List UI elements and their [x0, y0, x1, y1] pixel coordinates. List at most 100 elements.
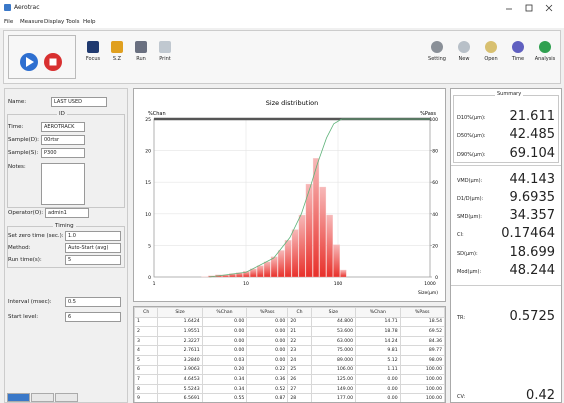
- panel-tab[interactable]: [55, 393, 78, 402]
- histogram-bar: [298, 214, 306, 278]
- field-input[interactable]: 1.0: [65, 231, 121, 241]
- menu-item[interactable]: Measure: [20, 19, 44, 25]
- table-cell: 14.24: [355, 335, 401, 347]
- table-cell: 6: [134, 364, 159, 376]
- table-cell: 106.00: [310, 364, 357, 376]
- summary-label: CI:: [457, 232, 464, 238]
- table-cell: 1.11: [355, 364, 401, 376]
- field-input[interactable]: 0.5: [65, 297, 121, 307]
- table-cell: 1.6424: [157, 316, 203, 328]
- summary-label: TR:: [457, 315, 466, 321]
- field-input[interactable]: AEROTRACK: [41, 122, 85, 132]
- run-buttons: [20, 53, 62, 71]
- histogram-bar: [256, 265, 264, 278]
- table-cell: 5: [134, 354, 159, 366]
- summary-label: D50%(µm):: [457, 133, 486, 139]
- run-controls: [8, 35, 76, 79]
- y2-tick-label: 0: [435, 275, 438, 281]
- table-cell: 25: [287, 364, 312, 376]
- menu-item[interactable]: Display: [44, 19, 65, 25]
- histogram-bar: [236, 272, 243, 278]
- summary-value: 42.485: [509, 127, 556, 142]
- y2-tick-label: 100: [429, 117, 438, 123]
- toolbar-icon: [135, 41, 147, 53]
- toolbar-button[interactable]: Focus: [80, 41, 106, 62]
- table-row: 5 3.2840 0.03 0.00 24 89.000 5.12 98.09: [134, 354, 445, 366]
- table-cell: 0.00: [201, 326, 248, 337]
- notes-input[interactable]: [41, 163, 85, 205]
- field-input[interactable]: 6: [65, 312, 121, 322]
- summary-value: 0.5725: [509, 309, 556, 324]
- toolbar-button[interactable]: Setting: [424, 41, 450, 62]
- field-input[interactable]: admin1: [45, 208, 89, 218]
- menu-item[interactable]: Tools: [66, 19, 80, 25]
- summary-label: CV:: [457, 394, 466, 400]
- summary-value: 0.42: [526, 388, 555, 403]
- field-label: Interval (msec):: [8, 299, 52, 305]
- histogram-bar: [305, 183, 313, 278]
- summary-value: 18.699: [509, 245, 556, 260]
- toolbar-button[interactable]: Analysis: [532, 41, 558, 62]
- table-cell: 0.52: [246, 383, 289, 395]
- table-cell: 98.09: [399, 354, 445, 366]
- table-cell: 21: [287, 326, 312, 337]
- toolbar-button[interactable]: Open: [478, 41, 504, 62]
- column-header: Size: [310, 307, 357, 318]
- toolbar-button[interactable]: Time: [505, 41, 531, 62]
- panel-tab[interactable]: [31, 393, 54, 402]
- toolbar-label: Run: [136, 56, 146, 62]
- x-tick-label: 100: [334, 281, 343, 287]
- table-cell: 8: [134, 383, 159, 395]
- title-bar: Aerotrac: [0, 0, 564, 17]
- summary-label: D10%(µm):: [457, 115, 486, 121]
- table-cell: 4.6453: [157, 374, 203, 385]
- table-cell: 44.800: [310, 316, 357, 328]
- toolbar-icon: [111, 41, 123, 53]
- table-cell: 5.5243: [157, 383, 203, 395]
- toolbar-label: New: [458, 56, 470, 62]
- table-row: 7 4.6453 0.34 0.36 26 125.00 0.00 100.00: [134, 374, 445, 385]
- group-title: ID: [57, 111, 67, 117]
- summary-value: 69.104: [509, 146, 556, 161]
- field-label: Set zero time (sec.):: [8, 233, 64, 239]
- table-cell: 22: [287, 335, 312, 347]
- column-header: Ch: [287, 307, 312, 318]
- table-cell: 63.000: [310, 335, 357, 347]
- toolbar-icon: [539, 41, 551, 53]
- table-cell: 75.000: [310, 345, 357, 356]
- summary-value: 9.6935: [509, 190, 556, 205]
- window-controls[interactable]: [500, 0, 564, 17]
- table-cell: 84.36: [399, 335, 445, 347]
- y-tick-label: 25: [145, 117, 151, 123]
- summary-label: D90%(µm):: [457, 152, 486, 158]
- field-input[interactable]: LAST USED: [51, 97, 107, 107]
- table-cell: 0.00: [246, 335, 289, 347]
- toolbar-button[interactable]: Run: [128, 41, 154, 62]
- menu-item[interactable]: Help: [83, 19, 96, 25]
- toolbar-label: Open: [484, 56, 498, 62]
- table-cell: 0.00: [355, 393, 401, 402]
- table-cell: 2: [134, 326, 159, 337]
- data-table: Ch Size %Chan %Pass Ch Size %Chan %Pass 1 1.6424 0…: [134, 307, 445, 402]
- table-cell: 0.00: [246, 316, 289, 328]
- toolbar-button[interactable]: New: [451, 41, 477, 62]
- menu-item[interactable]: File: [4, 19, 14, 25]
- panel-tab[interactable]: [7, 393, 30, 402]
- column-header: %Chan: [355, 307, 401, 318]
- field-input[interactable]: P300: [41, 148, 85, 158]
- table-cell: 89.77: [399, 345, 445, 356]
- field-input[interactable]: 5: [65, 255, 121, 265]
- close[interactable]: [545, 4, 553, 12]
- field-input[interactable]: 00rtsr: [41, 135, 85, 145]
- field-input[interactable]: Auto-Start (avg): [65, 243, 121, 253]
- field-label: Sample(S):: [8, 150, 39, 156]
- table-cell: 9: [134, 393, 159, 402]
- channel-table: Ch Size %Chan %Pass Ch Size %Chan %Pass 1 1.6424 0…: [133, 306, 446, 403]
- toolbar-button[interactable]: Print: [152, 41, 178, 62]
- field-label: Start level:: [8, 314, 39, 320]
- table-row: 3 2.3227 0.00 0.00 22 63.000 14.24 84.36: [134, 335, 445, 347]
- histogram-bar: [229, 273, 236, 278]
- header-row: Ch Size %Chan %Pass Ch Size %Chan %Pass: [134, 307, 445, 318]
- maximize[interactable]: [525, 4, 533, 12]
- toolbar-button[interactable]: S.Z: [104, 41, 130, 62]
